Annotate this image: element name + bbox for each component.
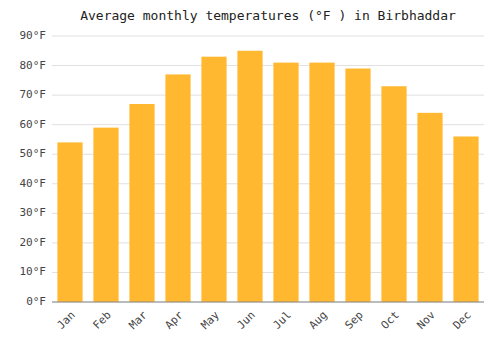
x-tick-label: May xyxy=(199,308,223,332)
x-tick-label: Mar xyxy=(127,308,151,332)
bars xyxy=(57,51,478,302)
y-tick-label: 0°F xyxy=(26,295,46,308)
bar xyxy=(417,113,442,302)
bar xyxy=(381,86,406,302)
bar xyxy=(165,74,190,302)
x-tick-label: Jul xyxy=(271,309,294,332)
bar xyxy=(57,142,82,302)
x-tick-label: Apr xyxy=(163,308,187,332)
x-tick-label: Aug xyxy=(307,309,330,332)
bar xyxy=(309,63,334,302)
y-tick-label: 90°F xyxy=(20,29,47,42)
y-tick-label: 50°F xyxy=(20,147,47,160)
y-tick-label: 20°F xyxy=(20,236,47,249)
chart-container: 0°F 10°F 20°F 30°F 40°F 50°F 60°F 70°F 80°F 90°F J… xyxy=(0,0,500,350)
grid-line xyxy=(52,302,484,303)
y-tick-label: 70°F xyxy=(20,88,47,101)
chart: 0°F 10°F 20°F 30°F 40°F 50°F 60°F 70°F 80°F 90°F J… xyxy=(0,0,500,350)
x-tick-label: Feb xyxy=(91,309,114,332)
bar xyxy=(273,63,298,302)
grid-line xyxy=(52,65,484,66)
x-axis: Jan Feb Mar Apr May Jun Jul Aug Sep Oct Nov Dec xyxy=(52,302,484,332)
y-tick-label: 40°F xyxy=(20,177,47,190)
bar xyxy=(129,104,154,302)
x-tick-label: Jan xyxy=(55,309,78,332)
x-tick-label: Jun xyxy=(235,309,258,332)
title: Average monthly temperatures (°F ) in Bi… xyxy=(80,8,456,23)
x-tick-label: Sep xyxy=(343,309,366,332)
y-axis: 0°F 10°F 20°F 30°F 40°F 50°F 60°F 70°F 80°F 90°F xyxy=(20,29,47,308)
grid-line xyxy=(52,95,484,96)
x-axis-line xyxy=(52,302,484,303)
grid-line xyxy=(52,36,484,37)
y-tick-label: 10°F xyxy=(20,265,47,278)
bar xyxy=(93,128,118,302)
bar xyxy=(453,136,478,302)
bar xyxy=(201,57,226,302)
x-tick-label: Dec xyxy=(451,309,474,332)
y-tick-label: 60°F xyxy=(20,118,47,131)
bar xyxy=(345,69,370,302)
y-tick-label: 30°F xyxy=(20,206,47,219)
x-tick-label: Nov xyxy=(415,308,439,332)
bar xyxy=(237,51,262,302)
y-tick-label: 80°F xyxy=(20,59,47,72)
grid xyxy=(52,36,484,302)
x-tick-label: Oct xyxy=(379,309,402,332)
